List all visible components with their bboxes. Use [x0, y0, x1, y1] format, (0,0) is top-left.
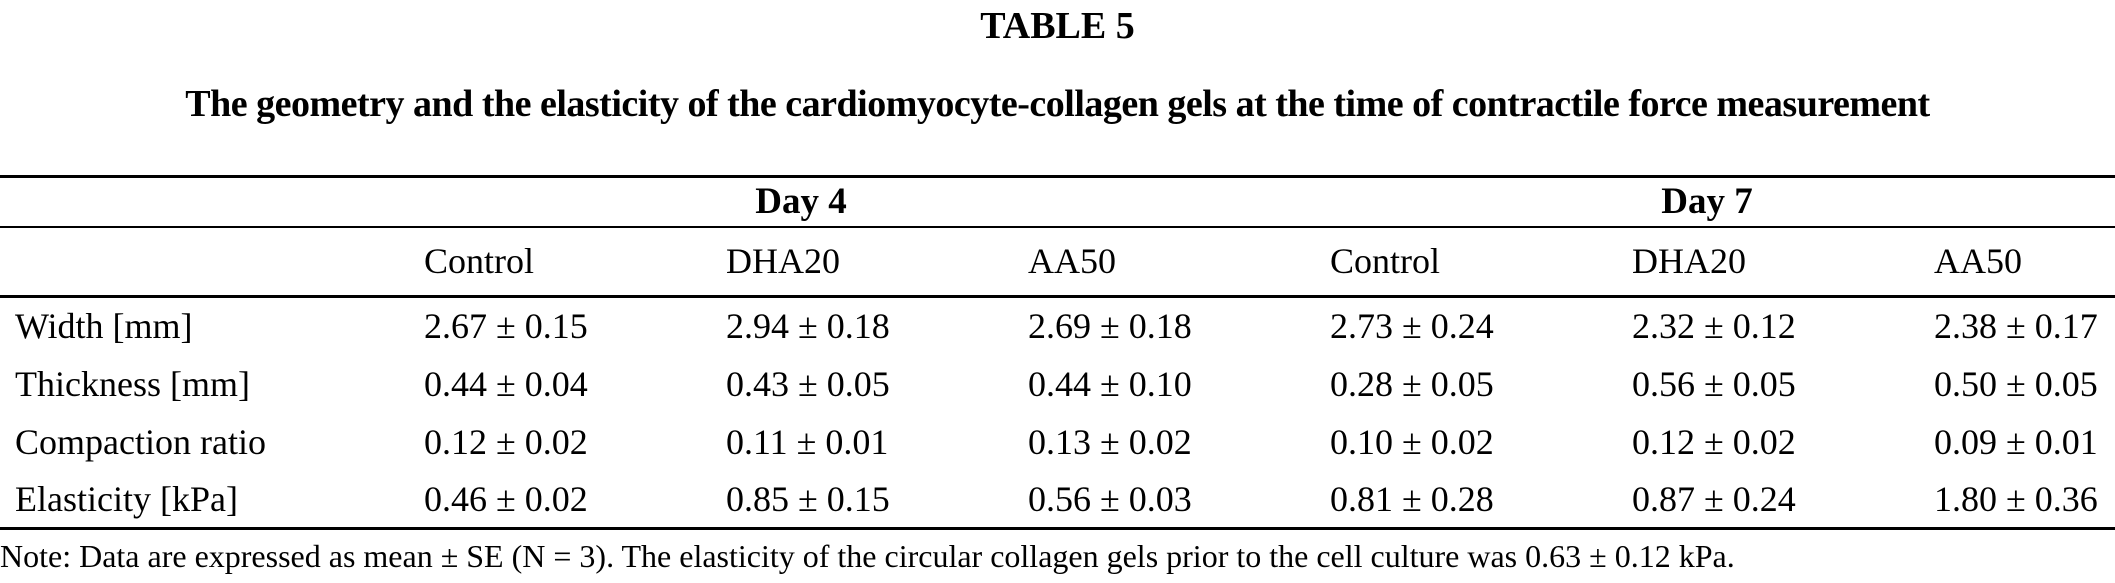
column-header-day7-dha20: DHA20: [1556, 226, 1859, 298]
data-table: Day 4 Day 7 Control DHA20 AA50 Control D…: [0, 175, 2115, 530]
cell-value: 0.44 ± 0.10: [1028, 363, 1192, 404]
cell-value: 0.43 ± 0.05: [726, 363, 890, 404]
row-label: Elasticity [kPa]: [15, 478, 238, 519]
cell-value: 0.11 ± 0.01: [726, 421, 889, 462]
stub-cell: [0, 176, 348, 228]
cell-value: 2.67 ± 0.15: [424, 306, 588, 347]
group-header-day4: Day 4: [348, 176, 1255, 228]
cell-value: 0.12 ± 0.02: [424, 421, 588, 462]
column-header-day4-dha20: DHA20: [650, 226, 952, 298]
table-note: Note: Data are expressed as mean ± SE (N…: [0, 538, 1735, 574]
cell-value: 0.44 ± 0.04: [424, 363, 588, 404]
column-header-day7-aa50: AA50: [1858, 226, 2115, 298]
table-row-width: Width [mm] 2.67 ± 0.15 2.94 ± 0.18 2.69 …: [0, 297, 2115, 355]
table-number: TABLE 5: [980, 5, 1135, 47]
cell-value: 0.46 ± 0.02: [424, 478, 588, 519]
row-label: Thickness [mm]: [15, 363, 250, 404]
cell-value: 2.73 ± 0.24: [1330, 306, 1494, 347]
cell-value: 2.38 ± 0.17: [1934, 306, 2098, 347]
cell-value: 0.10 ± 0.02: [1330, 421, 1494, 462]
group-header-day7: Day 7: [1254, 176, 2115, 228]
table-row-compaction-ratio: Compaction ratio 0.12 ± 0.02 0.11 ± 0.01…: [0, 413, 2115, 471]
table-caption: The geometry and the elasticity of the c…: [185, 83, 1930, 125]
column-header-day4-aa50: AA50: [952, 226, 1255, 298]
cell-value: 1.80 ± 0.36: [1934, 478, 2098, 519]
table-row-elasticity: Elasticity [kPa] 0.46 ± 0.02 0.85 ± 0.15…: [0, 471, 2115, 529]
cell-value: 0.12 ± 0.02: [1632, 421, 1796, 462]
stub-cell: [0, 226, 348, 298]
column-header-day7-control: Control: [1254, 226, 1557, 298]
cell-value: 0.09 ± 0.01: [1934, 421, 2098, 462]
cell-value: 2.69 ± 0.18: [1028, 306, 1192, 347]
cell-value: 0.87 ± 0.24: [1632, 478, 1796, 519]
cell-value: 0.28 ± 0.05: [1330, 363, 1494, 404]
column-header-day4-control: Control: [348, 226, 650, 298]
cell-value: 0.50 ± 0.05: [1934, 363, 2098, 404]
cell-value: 2.32 ± 0.12: [1632, 306, 1796, 347]
row-label: Compaction ratio: [15, 421, 266, 462]
cell-value: 0.56 ± 0.03: [1028, 478, 1192, 519]
cell-value: 0.85 ± 0.15: [726, 478, 890, 519]
cell-value: 2.94 ± 0.18: [726, 306, 890, 347]
group-header-row: Day 4 Day 7: [0, 176, 2115, 228]
row-label: Width [mm]: [15, 306, 193, 347]
table-row-thickness: Thickness [mm] 0.44 ± 0.04 0.43 ± 0.05 0…: [0, 355, 2115, 413]
cell-value: 0.56 ± 0.05: [1632, 363, 1796, 404]
cell-value: 0.81 ± 0.28: [1330, 478, 1494, 519]
column-header-row: Control DHA20 AA50 Control DHA20 AA50: [0, 226, 2115, 298]
cell-value: 0.13 ± 0.02: [1028, 421, 1192, 462]
